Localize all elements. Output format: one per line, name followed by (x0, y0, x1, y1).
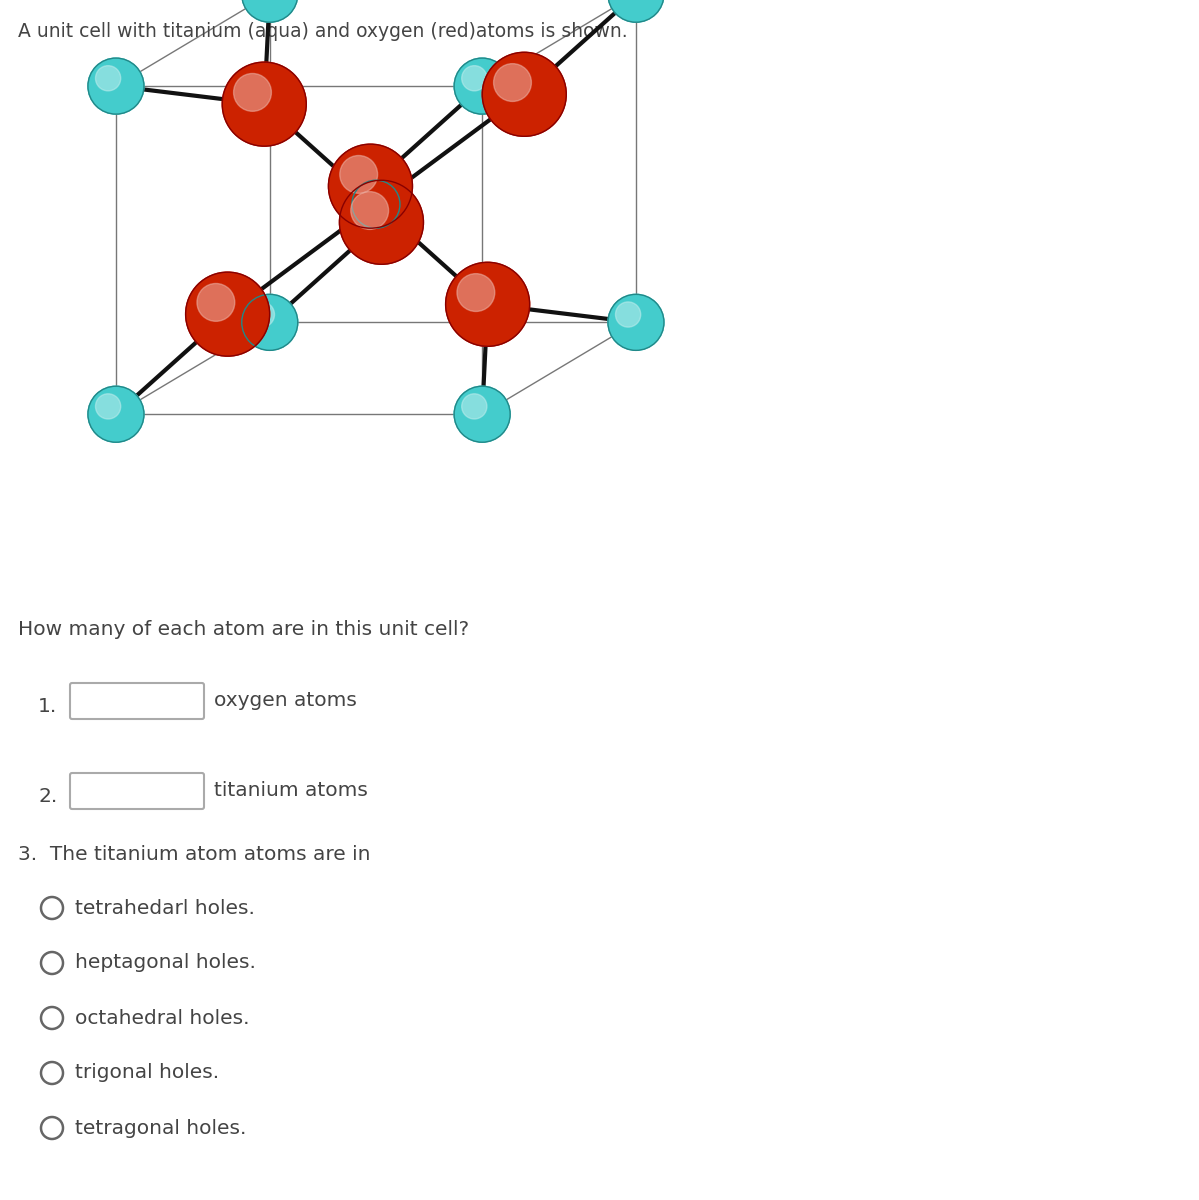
Circle shape (249, 302, 275, 328)
Circle shape (462, 394, 487, 419)
Circle shape (88, 58, 144, 114)
Text: titanium atoms: titanium atoms (213, 780, 368, 799)
Circle shape (88, 386, 144, 443)
FancyBboxPatch shape (70, 773, 204, 809)
Circle shape (454, 58, 510, 114)
FancyBboxPatch shape (70, 683, 204, 719)
Circle shape (96, 66, 121, 91)
Text: How many of each atom are in this unit cell?: How many of each atom are in this unit c… (18, 620, 469, 638)
Circle shape (339, 156, 378, 193)
Circle shape (446, 263, 530, 347)
Circle shape (186, 272, 270, 356)
Circle shape (494, 64, 531, 102)
Circle shape (329, 144, 412, 228)
Circle shape (462, 66, 487, 91)
Text: octahedral holes.: octahedral holes. (76, 1008, 249, 1027)
Text: tetragonal holes.: tetragonal holes. (76, 1118, 246, 1138)
Text: 1.: 1. (38, 697, 58, 716)
Text: oxygen atoms: oxygen atoms (213, 690, 357, 709)
Text: 2.: 2. (38, 787, 58, 806)
Circle shape (615, 302, 640, 328)
Circle shape (608, 294, 664, 350)
Text: trigonal holes.: trigonal holes. (76, 1063, 219, 1082)
Circle shape (608, 0, 664, 23)
Circle shape (197, 283, 235, 322)
Circle shape (242, 0, 297, 23)
Text: 3.  The titanium atom atoms are in: 3. The titanium atom atoms are in (18, 845, 370, 864)
Circle shape (339, 180, 423, 264)
Circle shape (359, 187, 380, 209)
Circle shape (234, 73, 271, 112)
Circle shape (457, 274, 495, 312)
Circle shape (96, 394, 121, 419)
Circle shape (351, 192, 388, 229)
Circle shape (482, 53, 566, 137)
Circle shape (242, 294, 297, 350)
Circle shape (353, 180, 400, 228)
Text: tetrahedarl holes.: tetrahedarl holes. (76, 899, 255, 918)
Text: heptagonal holes.: heptagonal holes. (76, 954, 255, 972)
Circle shape (454, 386, 510, 443)
Text: A unit cell with titanium (aqua) and oxygen (red)atoms is shown.: A unit cell with titanium (aqua) and oxy… (18, 22, 627, 41)
Circle shape (222, 62, 306, 146)
